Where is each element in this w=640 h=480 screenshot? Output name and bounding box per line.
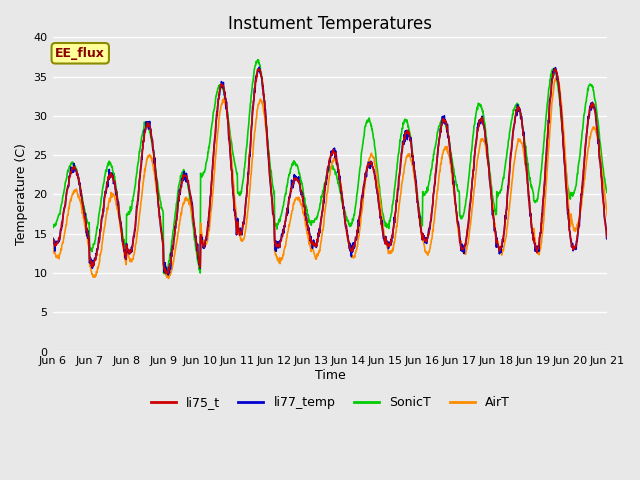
li75_t — [538, 213, 546, 218]
li75_t — [49, 235, 56, 241]
li75_t — [159, 236, 166, 242]
SonicT — [159, 207, 166, 213]
li77_temp — [538, 213, 546, 219]
li75_t — [235, 226, 243, 231]
li77_temp — [417, 224, 425, 230]
AirT — [604, 214, 611, 219]
li75_t — [489, 208, 497, 214]
SonicT — [173, 201, 180, 207]
SonicT — [417, 215, 425, 221]
SonicT — [235, 190, 243, 195]
Line: AirT: AirT — [52, 76, 607, 278]
X-axis label: Time: Time — [315, 369, 346, 382]
Title: Instument Temperatures: Instument Temperatures — [228, 15, 432, 33]
Line: SonicT: SonicT — [52, 60, 607, 275]
li77_temp — [604, 236, 611, 241]
Line: li75_t: li75_t — [52, 69, 607, 273]
Text: EE_flux: EE_flux — [55, 47, 105, 60]
SonicT — [538, 157, 546, 163]
SonicT — [254, 57, 262, 63]
AirT — [554, 73, 561, 79]
AirT — [235, 224, 243, 229]
li75_t — [162, 270, 170, 276]
li77_temp — [490, 213, 497, 219]
li77_temp — [164, 272, 172, 278]
li77_temp — [173, 217, 180, 223]
Line: li77_temp: li77_temp — [52, 67, 607, 275]
li75_t — [604, 235, 611, 241]
li77_temp — [255, 64, 263, 70]
SonicT — [490, 198, 497, 204]
AirT — [417, 223, 424, 228]
AirT — [538, 234, 546, 240]
li75_t — [551, 66, 559, 72]
AirT — [489, 202, 497, 207]
li77_temp — [49, 235, 56, 240]
AirT — [49, 244, 56, 250]
Legend: li75_t, li77_temp, SonicT, AirT: li75_t, li77_temp, SonicT, AirT — [145, 391, 515, 414]
SonicT — [162, 272, 170, 277]
li77_temp — [235, 226, 243, 232]
AirT — [159, 239, 166, 245]
SonicT — [604, 190, 611, 195]
li75_t — [173, 217, 180, 223]
AirT — [164, 276, 172, 281]
AirT — [173, 242, 180, 248]
SonicT — [49, 223, 56, 228]
li75_t — [417, 222, 424, 228]
Y-axis label: Temperature (C): Temperature (C) — [15, 144, 28, 245]
li77_temp — [159, 236, 166, 241]
